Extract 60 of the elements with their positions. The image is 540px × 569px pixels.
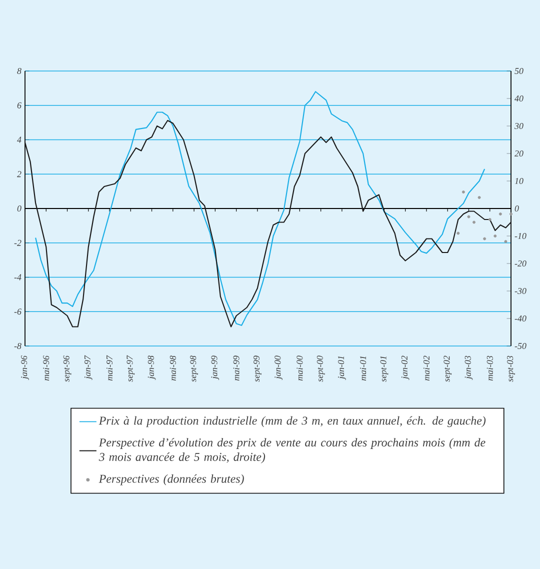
y-tick-label: -8 xyxy=(14,342,22,350)
y2-tick-label: 50 xyxy=(514,68,524,74)
x-tick-label: jan-98 xyxy=(148,356,156,380)
point xyxy=(483,237,486,240)
y-tick-label: -6 xyxy=(14,308,22,315)
x-tick-label: sept-96 xyxy=(63,356,72,382)
y-tick-label: -4 xyxy=(14,274,22,280)
x-tick-label: mai-97 xyxy=(106,355,113,381)
legend-label: Perspective d’évolution des prix de vente au cours des prochains mois (mm de 3 mois avancée de 5 mois, droite) xyxy=(98,438,486,464)
x-tick-label: sept-03 xyxy=(507,356,515,382)
y-tick-label: 4 xyxy=(17,136,22,143)
y2-tick-label: 0 xyxy=(514,205,519,212)
x-tick-label: mai-98 xyxy=(170,356,176,381)
point xyxy=(488,218,492,221)
x-tick-label: jan-96 xyxy=(21,356,29,380)
x-tick-label: sept-98 xyxy=(190,356,198,382)
x-tick-label: jan-02 xyxy=(401,356,410,380)
x-tick-label: jan-00 xyxy=(274,356,282,380)
y2-tick-label: -50 xyxy=(514,342,526,350)
x-tick-label: mai-03 xyxy=(486,356,493,381)
x-tick-label: jan-99 xyxy=(211,356,220,380)
x-tick-label: jan-03 xyxy=(464,356,473,380)
point xyxy=(510,212,512,216)
y2-tick-label: -40 xyxy=(514,315,526,322)
y2-tick-label: 30 xyxy=(514,122,524,130)
line-series xyxy=(35,91,486,326)
y2-tick-label: 10 xyxy=(514,178,524,184)
x-tick-label: mai-99 xyxy=(233,356,240,381)
x-tick-label: jan-01 xyxy=(338,356,346,380)
y2-tick-label: 40 xyxy=(514,95,524,102)
y2-tick-label: -30 xyxy=(514,288,526,294)
y-tick-label: 8 xyxy=(17,68,22,74)
point xyxy=(467,215,470,218)
x-tick-label: mai-00 xyxy=(296,356,303,381)
x-tick-label: mai-02 xyxy=(423,356,430,381)
y2-tick-label: -10 xyxy=(514,232,526,240)
point xyxy=(498,212,502,216)
point xyxy=(472,220,476,224)
y2-tick-label: -20 xyxy=(514,260,526,267)
x-tick-label: mai-96 xyxy=(43,356,50,381)
point xyxy=(494,234,497,238)
y2-tick-label: 20 xyxy=(514,150,524,157)
point xyxy=(462,190,465,194)
y-tick-label: 0 xyxy=(17,205,22,212)
point xyxy=(478,196,481,199)
point xyxy=(504,240,508,243)
y-tick-label: 6 xyxy=(17,102,22,108)
x-tick-label: sept-02 xyxy=(444,356,452,382)
x-tick-label: jan-97 xyxy=(84,355,92,380)
x-tick-label: mai-01 xyxy=(360,356,366,381)
x-tick-label: sept-00 xyxy=(316,356,325,382)
legend-label: Prix à la production industrielle (mm de 3 m, en taux annuel, éch. de gauche) xyxy=(98,416,486,428)
legend-label: Perspectives (données brutes) xyxy=(98,474,244,486)
x-tick-label: sept-99 xyxy=(254,356,262,382)
x-tick-label: sept-97 xyxy=(126,355,135,382)
y-tick-label: -2 xyxy=(14,240,22,246)
y-tick-label: 2 xyxy=(16,171,22,178)
x-tick-label: sept-01 xyxy=(380,356,388,382)
line-series xyxy=(25,120,511,328)
point xyxy=(456,232,460,235)
